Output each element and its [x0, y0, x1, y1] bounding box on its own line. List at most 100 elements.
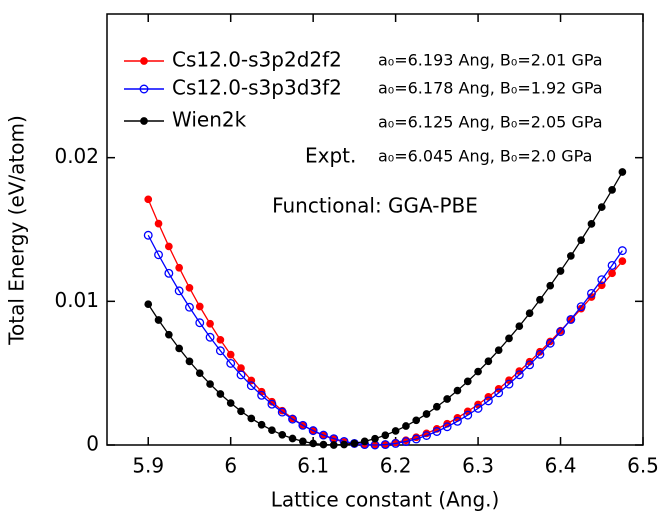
x-tick-label: 6.2	[380, 454, 412, 478]
data-point	[617, 246, 627, 256]
data-point	[257, 390, 267, 400]
data-point	[566, 252, 575, 260]
annotation: a₀=6.125 Ang, B₀=2.05 GPa	[378, 113, 603, 132]
data-point	[587, 220, 596, 228]
x-tick-label: 5.9	[132, 454, 164, 478]
data-point	[504, 379, 514, 389]
data-point	[514, 370, 524, 380]
data-point	[185, 283, 194, 292]
data-point	[340, 440, 348, 449]
data-point	[443, 395, 452, 403]
data-point	[164, 242, 173, 251]
data-point	[515, 322, 524, 331]
data-point	[154, 316, 163, 324]
data-point	[597, 203, 606, 211]
data-point	[422, 410, 431, 418]
data-point	[216, 390, 225, 398]
data-point	[185, 302, 194, 312]
functional-label: Functional: GGA-PBE	[272, 194, 478, 218]
legend-marker	[140, 117, 148, 125]
data-point	[185, 357, 194, 366]
data-point	[576, 302, 586, 312]
annotation: a₀=6.045 Ang, B₀=2.0 GPa	[378, 147, 592, 166]
x-tick-label: 6.1	[297, 454, 329, 478]
data-point	[494, 346, 503, 355]
legend-label: Wien2k	[172, 108, 247, 132]
data-point	[226, 399, 235, 407]
legend-label: Cs12.0-s3p2d2f2	[172, 48, 342, 72]
data-point	[308, 426, 318, 436]
data-point	[329, 441, 338, 449]
data-point	[545, 338, 555, 348]
data-point	[288, 414, 297, 424]
data-point	[237, 364, 245, 372]
y-tick-label: 0.01	[54, 288, 99, 312]
x-tick-label: 6.5	[627, 454, 659, 478]
data-point	[360, 437, 369, 446]
data-point	[411, 434, 421, 444]
data-point	[144, 195, 153, 204]
data-point	[556, 267, 565, 275]
expt-label: Expt.	[305, 144, 356, 168]
y-axis-label: Total Energy (eV/atom)	[5, 115, 29, 346]
data-point	[535, 349, 545, 359]
data-point	[309, 439, 318, 448]
data-point	[432, 402, 441, 411]
data-point	[412, 416, 421, 425]
data-point	[154, 219, 163, 228]
data-point	[566, 314, 576, 324]
data-point	[463, 377, 472, 386]
legend-label: Cs12.0-s3p3d3f2	[172, 76, 342, 100]
data-point	[608, 269, 616, 278]
data-point	[246, 381, 256, 391]
data-point	[494, 388, 504, 398]
data-point	[216, 335, 225, 344]
data-point	[350, 439, 359, 448]
data-point	[298, 420, 308, 430]
data-point	[587, 288, 596, 298]
data-point	[206, 380, 214, 388]
data-point	[174, 286, 184, 296]
data-point	[206, 319, 214, 328]
data-point	[556, 327, 565, 337]
data-point	[164, 268, 174, 278]
data-point	[432, 427, 442, 436]
data-point	[226, 358, 236, 368]
data-point	[278, 430, 287, 439]
data-point	[205, 332, 215, 342]
data-point	[226, 350, 235, 359]
data-point	[175, 344, 184, 353]
legend-marker	[140, 57, 148, 65]
data-point	[257, 420, 266, 429]
data-point	[391, 438, 401, 448]
data-point	[402, 422, 410, 430]
data-point	[505, 334, 513, 343]
data-point	[268, 426, 276, 435]
data-point	[525, 360, 535, 370]
data-point	[597, 275, 607, 285]
data-point	[195, 318, 205, 328]
data-point	[298, 437, 307, 446]
data-point	[474, 367, 482, 376]
x-tick-label: 6.3	[462, 454, 494, 478]
x-tick-label: 6	[224, 454, 237, 478]
data-point	[236, 370, 246, 380]
data-point	[195, 369, 204, 378]
y-tick-label: 0	[86, 432, 99, 456]
x-axis-label: Lattice constant (Ang.)	[271, 488, 500, 512]
legend-marker	[139, 84, 149, 94]
data-point	[453, 416, 462, 426]
series-line	[147, 199, 623, 446]
series-line	[147, 234, 623, 446]
x-tick-label: 6.4	[545, 454, 577, 478]
data-point	[577, 236, 586, 244]
data-point	[319, 430, 328, 440]
data-point	[401, 437, 411, 447]
data-point	[164, 330, 173, 339]
data-point	[380, 440, 390, 450]
data-point	[484, 357, 493, 366]
data-point	[618, 168, 627, 176]
data-point	[483, 396, 493, 406]
data-point	[144, 300, 153, 309]
